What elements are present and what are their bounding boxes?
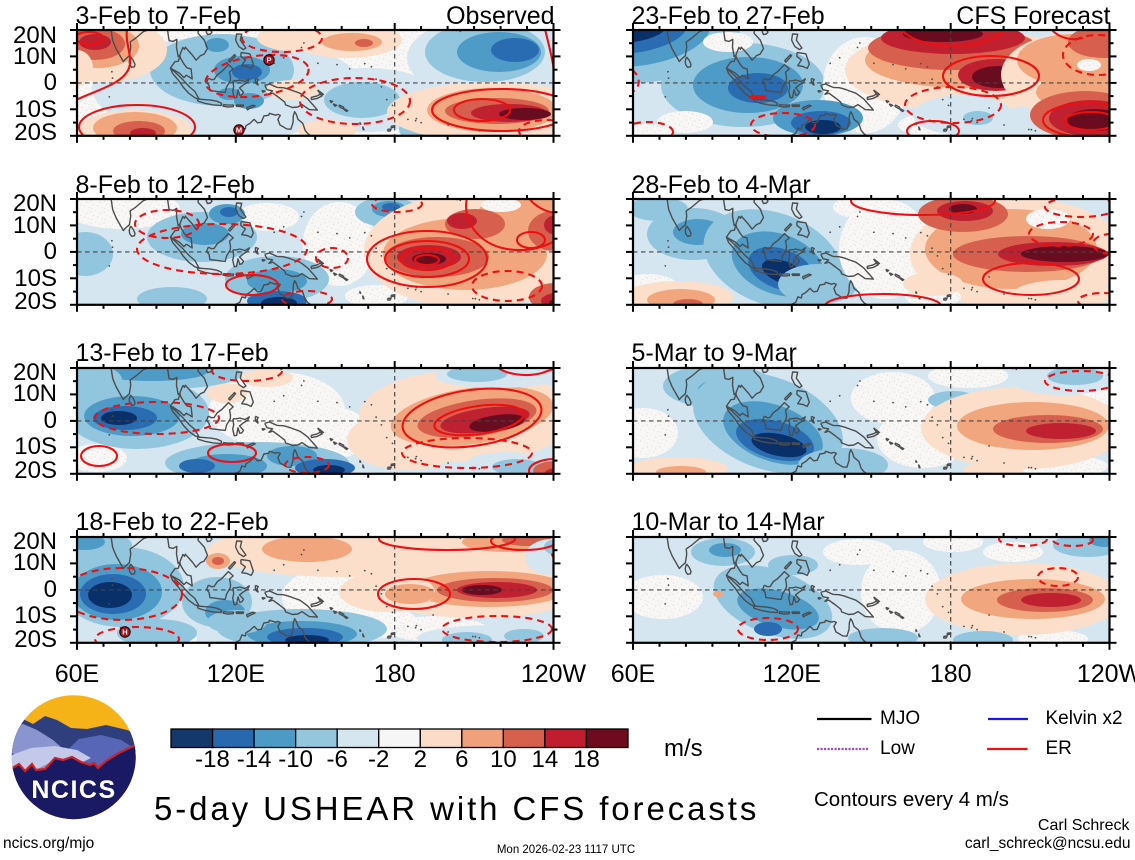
svg-text:H: H [122,627,127,636]
svg-text:NCICS: NCICS [31,776,116,804]
svg-text:M: M [236,126,242,135]
svg-text:P: P [267,56,272,65]
